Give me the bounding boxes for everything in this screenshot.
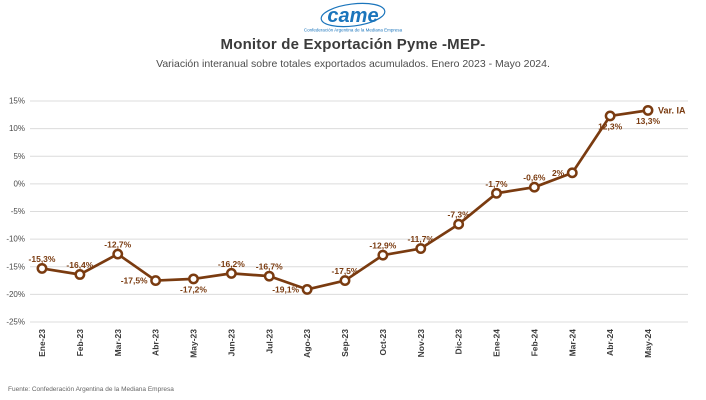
x-tick-label: Nov-23 <box>416 329 426 358</box>
y-tick-label: -25% <box>6 318 25 327</box>
data-point-label: 2% <box>552 168 565 178</box>
y-tick-label: -5% <box>11 207 25 216</box>
data-point-label: -16,2% <box>218 259 245 269</box>
data-point-label: -17,2% <box>180 284 207 294</box>
data-point <box>377 249 389 261</box>
x-tick-label: Ene-24 <box>492 329 502 357</box>
page-subtitle: Variación interanual sobre totales expor… <box>156 58 550 70</box>
y-tick-label: 10% <box>9 124 25 133</box>
data-point <box>604 110 616 122</box>
y-tick-label: -10% <box>6 235 25 244</box>
data-point <box>642 104 654 116</box>
data-point <box>301 283 313 295</box>
data-point-label: -0,6% <box>523 173 546 183</box>
came-logo-orbit <box>320 2 386 28</box>
data-point-label: 13,3% <box>636 116 661 126</box>
data-point-label: -16,4% <box>66 260 93 270</box>
x-tick-label: Sep-23 <box>340 329 350 357</box>
data-point <box>528 181 540 193</box>
x-tick-label: Ago-23 <box>302 329 312 358</box>
export-variation-line-chart: 15% 10% 5% 0% -5% -10% -15% -20% -25% Ene-23 Feb-2… <box>6 97 688 358</box>
data-point-label: -11,7% <box>408 234 435 244</box>
x-tick-label: Ene-23 <box>37 329 47 357</box>
y-tick-label: 5% <box>13 152 25 161</box>
data-point-label: -12,7% <box>104 240 131 250</box>
x-tick-label: Mar-24 <box>567 329 577 357</box>
data-point <box>188 273 199 285</box>
x-tick-label: Dic-23 <box>454 329 464 355</box>
data-point <box>112 248 124 260</box>
x-tick-label: Jul-23 <box>264 329 274 354</box>
data-point-label: -16,7% <box>256 262 283 272</box>
data-point-label: -12,9% <box>369 241 396 251</box>
x-tick-label: Oct-23 <box>378 329 388 356</box>
data-point <box>415 243 427 254</box>
x-tick-label: Abr-24 <box>605 329 615 356</box>
data-point-label: -7,3% <box>448 210 471 220</box>
header-logo-area: came Confederación Argentina de la Media… <box>0 2 706 39</box>
y-tick-label: 15% <box>9 97 25 106</box>
y-tick-label: -20% <box>6 290 25 299</box>
x-tick-label: Feb-23 <box>75 329 85 357</box>
data-point <box>263 270 275 282</box>
data-point <box>339 275 351 287</box>
data-point-label: -19,1% <box>272 284 299 294</box>
data-point-label: -17,5% <box>332 266 359 276</box>
y-tick-label: 0% <box>13 179 25 188</box>
data-point <box>225 267 237 279</box>
x-tick-label: Feb-24 <box>529 329 539 357</box>
source-note: Fuente: Confederación Argentina de la Me… <box>8 386 174 393</box>
series-end-label: Var. IA <box>658 105 686 115</box>
data-point-label: 12,3% <box>598 121 623 131</box>
y-tick-label: -15% <box>6 262 25 271</box>
data-point-label: -17,5% <box>121 276 148 286</box>
x-tick-label: Mar-23 <box>113 329 123 357</box>
data-point <box>566 167 578 179</box>
data-point-label: -15,3% <box>29 254 56 264</box>
came-logo-text: came <box>327 5 378 27</box>
data-point <box>36 262 48 274</box>
x-tick-label: Abr-23 <box>151 329 161 356</box>
data-line <box>40 109 650 291</box>
x-tick-label: May-23 <box>189 329 199 358</box>
data-point <box>491 187 502 199</box>
data-point <box>74 269 86 280</box>
x-tick-label: Jun-23 <box>226 329 236 357</box>
data-point-label: -1,7% <box>485 179 508 189</box>
page-title: Monitor de Exportación Pyme -MEP- <box>220 36 486 53</box>
came-logo: came Confederación Argentina de la Media… <box>304 2 403 33</box>
data-point <box>150 275 162 287</box>
x-tick-label: May-24 <box>643 329 653 358</box>
data-point <box>453 218 465 230</box>
came-logo-tagline: Confederación Argentina de la Mediana Em… <box>304 28 403 33</box>
